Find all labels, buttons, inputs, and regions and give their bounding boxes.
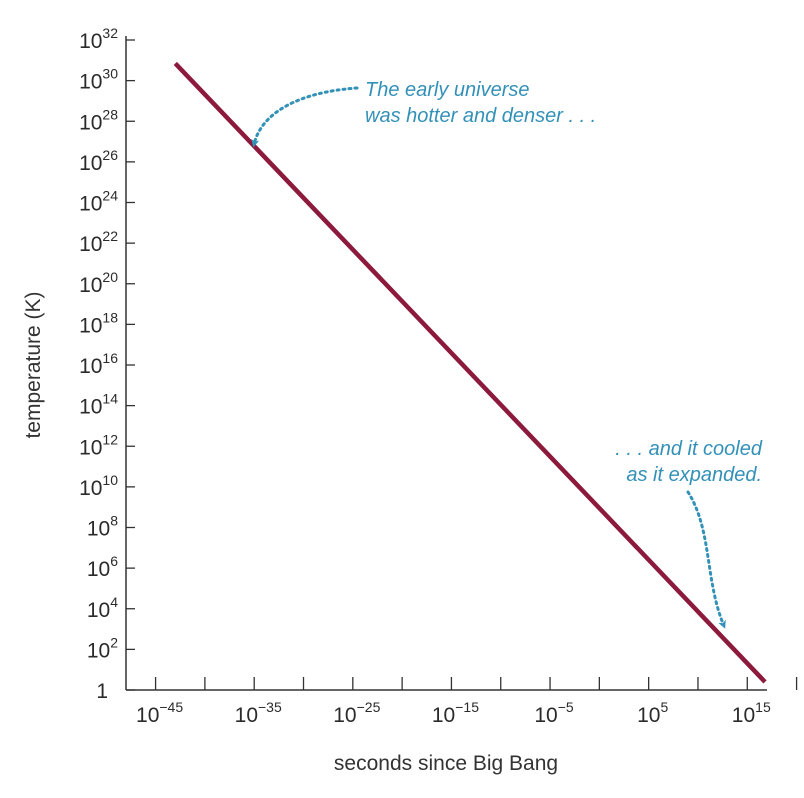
y-tick-label: 1012 [79,431,118,459]
y-tick-label: 106 [87,553,118,581]
x-tick-base: 10 [333,704,356,727]
x-tick-exponent: −45 [159,699,183,715]
y-tick-base: 10 [79,30,102,53]
y-tick-base: 10 [79,477,102,500]
y-tick-label: 1022 [79,228,118,256]
y-tick-exponent: 2 [110,634,118,650]
y-tick-label: 1014 [79,391,118,419]
y-tick-base: 10 [79,71,102,94]
annotation-cooled: . . . and it cooled as it expanded. [615,438,763,486]
x-axis-title: seconds since Big Bang [334,752,558,775]
y-tick-base: 10 [79,111,102,134]
y-tick-base: 10 [79,193,102,216]
y-tick-exponent: 28 [102,106,118,122]
y-tick-label: 102 [87,634,118,662]
y-tick-label: 1030 [79,66,118,94]
annotation-line: as it expanded. [626,464,762,486]
y-tick-base: 10 [79,314,102,337]
y-tick-exponent: 12 [102,431,118,447]
y-tick-exponent: 8 [110,513,118,529]
y-tick-base: 10 [87,639,110,662]
x-tick-label: 105 [637,699,668,727]
y-tick-exponent: 14 [102,391,118,407]
y-tick-exponent: 6 [110,553,118,569]
series-layer [173,61,767,684]
y-tick-base: 10 [79,436,102,459]
y-tick-base: 10 [79,274,102,297]
annotation-layer: The early universe was hotter and denser … [251,79,763,629]
x-tick-exponent: 15 [755,699,771,715]
y-tick-label: 1032 [79,25,118,53]
x-tick-base: 10 [637,704,660,727]
y-tick-label: 1016 [79,350,118,378]
y-tick-exponent: 18 [102,309,118,325]
x-tick-exponent: −15 [455,699,479,715]
y-tick-exponent: 26 [102,147,118,163]
annotation-line: . . . and it cooled [615,438,763,460]
y-tick-exponent: 20 [102,269,118,285]
annotation-arrow-early [251,86,359,148]
y-tick-label: 1020 [79,269,118,297]
annotation-arrow-cooled [686,490,726,629]
y-tick-exponent: 32 [102,25,118,41]
x-tick-base: 10 [235,704,258,727]
x-tick-base: 10 [432,704,455,727]
y-tick-exponent: 24 [102,188,118,204]
x-tick-label: 10−35 [235,699,282,727]
annotation-line: was hotter and denser . . . [365,105,596,127]
y-axis-title: temperature (K) [22,291,45,438]
y-tick-base: 10 [79,152,102,175]
x-tick-base: 10 [534,704,557,727]
x-tick-base: 10 [732,704,755,727]
y-tick-label: 1024 [79,188,118,216]
y-tick-base: 10 [87,599,110,622]
y-tick-exponent: 22 [102,228,118,244]
y-ticks: 1102104106108101010121014101610181020102… [79,25,135,703]
x-tick-exponent: −25 [357,699,381,715]
y-tick-label: 1010 [79,472,118,500]
y-tick-base: 10 [79,355,102,378]
x-tick-label: 10−45 [136,699,183,727]
axes [125,36,767,691]
y-tick-label: 1018 [79,309,118,337]
annotation-line: The early universe [365,79,530,101]
x-tick-exponent: −35 [258,699,282,715]
y-tick-label: 1026 [79,147,118,175]
series-line [173,61,767,684]
y-tick-exponent: 4 [110,594,118,610]
x-tick-base: 10 [136,704,159,727]
x-tick-exponent: −5 [558,699,574,715]
y-tick-label: 1028 [79,106,118,134]
y-tick-label: 104 [87,594,118,622]
x-ticks: 10−45 10−35 10−25 10−15 10−5 105 1015 [136,677,798,727]
x-tick-label: 10−5 [534,699,574,727]
y-tick-exponent: 16 [102,350,118,366]
y-tick-base: 1 [96,680,108,703]
x-tick-exponent: 5 [660,699,668,715]
y-tick-label: 108 [87,513,118,541]
y-tick-exponent: 30 [102,66,118,82]
y-tick-base: 10 [79,396,102,419]
y-tick-base: 10 [87,558,110,581]
y-tick-exponent: 10 [102,472,118,488]
y-tick-label: 1 [96,680,108,703]
annotation-early-universe: The early universe was hotter and denser … [365,79,596,127]
x-tick-label: 10−25 [333,699,380,727]
x-tick-label: 10−15 [432,699,479,727]
y-tick-base: 10 [87,518,110,541]
x-tick-label: 1015 [732,699,771,727]
y-tick-base: 10 [79,233,102,256]
